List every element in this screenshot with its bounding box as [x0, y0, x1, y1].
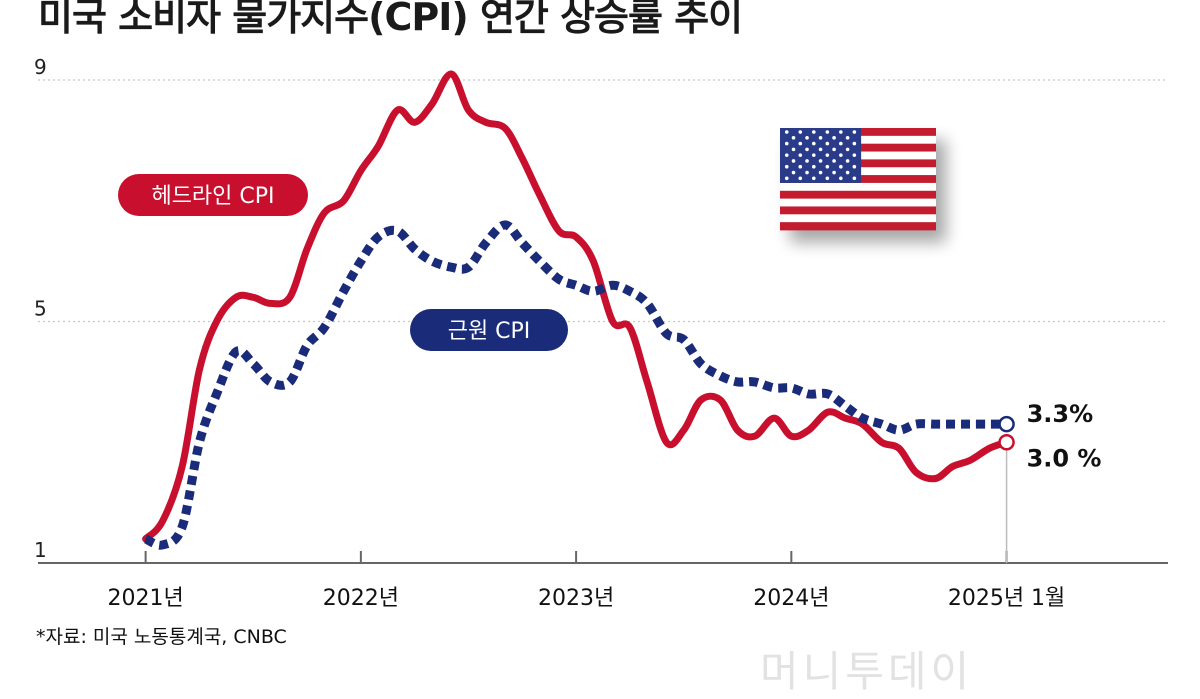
series-line-headline-cpi — [142, 70, 1011, 543]
flag-star — [839, 164, 843, 169]
flag-star — [839, 153, 843, 157]
flag-star — [852, 153, 857, 157]
flag-star — [784, 141, 789, 146]
flag-star — [818, 136, 823, 140]
flag-star — [832, 159, 836, 163]
x-tick-label: 2022년 — [323, 586, 399, 611]
flag-star — [825, 164, 830, 169]
chart-root: 미국 소비자 물가지수(CPI) 연간 상승률 추이 9 5 1 2021년 2022년… — [34, 0, 1168, 696]
flag-star — [791, 136, 796, 140]
flag-star — [812, 141, 816, 146]
end-point-core-cpi — [998, 415, 1015, 433]
flag-star — [805, 147, 809, 152]
flag-star — [818, 147, 823, 152]
x-tick-label: 2021년 — [108, 586, 184, 611]
legend-core-cpi-label: 근원 CPI — [448, 319, 531, 344]
flag-star — [791, 170, 796, 175]
flag-stripe — [780, 182, 936, 192]
end-point-headline-cpi — [998, 434, 1015, 451]
flag-star — [784, 130, 789, 134]
flag-star — [812, 153, 816, 157]
series-layer: 3.0 % 3.3% — [142, 70, 1102, 550]
flag-star — [852, 164, 857, 169]
legend-headline-cpi-label: 헤드라인 CPI — [151, 184, 274, 209]
flag-star — [784, 164, 789, 169]
flag-star — [832, 170, 836, 175]
source-note: *자료: 미국 노동통계국, CNBC — [36, 626, 287, 648]
flag-star — [825, 153, 830, 157]
flag-star — [798, 176, 803, 181]
x-tick-label: 2024년 — [753, 586, 829, 611]
series-line-core-cpi — [143, 220, 1007, 550]
flag-star — [798, 130, 803, 134]
flag-star — [818, 170, 823, 175]
flag-star — [812, 164, 816, 169]
flag-stripe — [780, 206, 936, 215]
flag-star — [825, 130, 830, 134]
flag-star — [805, 170, 809, 175]
flag-star — [832, 136, 836, 140]
y-tick-label: 1 — [34, 538, 47, 562]
legend-headline-cpi-bg — [118, 174, 308, 216]
flag-star — [791, 159, 796, 163]
us-flag-icon — [780, 128, 936, 231]
flag-star — [845, 147, 850, 152]
flag-star — [784, 176, 789, 181]
flag-star — [845, 170, 850, 175]
grid-layer — [38, 79, 1168, 323]
flag-star — [839, 141, 843, 146]
chart-title: 미국 소비자 물가지수(CPI) 연간 상승률 추이 — [38, 0, 743, 39]
end-label-headline-cpi: 3.0 % — [1027, 444, 1102, 472]
flag-stripe — [780, 190, 936, 200]
end-label-core-cpi: 3.3% — [1027, 400, 1094, 428]
chart-svg: 9 5 1 2021년 2022년 2023년 2024년 2025년 1월 3.0 % 3.3… — [34, 55, 1168, 611]
flag-star — [852, 141, 857, 146]
flag-star — [825, 141, 830, 146]
legend-core-cpi: 근원 CPI — [410, 309, 568, 351]
flag-star — [825, 176, 830, 181]
flag-star — [839, 176, 843, 181]
flag-star — [852, 176, 857, 181]
legend-core-cpi-bg — [410, 309, 568, 351]
x-tick-label: 2023년 — [538, 586, 614, 611]
axis-layer: 9 5 1 2021년 2022년 2023년 2024년 2025년 1월 — [34, 55, 1168, 611]
flag-star — [845, 159, 850, 163]
flag-star — [791, 147, 796, 152]
x-tick-label: 2025년 1월 — [948, 586, 1065, 611]
y-tick-label: 5 — [34, 297, 47, 321]
legend-layer: 헤드라인 CPI 근원 CPI — [118, 174, 568, 351]
flag-star — [818, 159, 823, 163]
flag-star — [805, 136, 809, 140]
flag-star — [812, 130, 816, 134]
flag-star — [805, 159, 809, 163]
flag-star — [832, 147, 836, 152]
y-tick-label: 9 — [34, 55, 47, 79]
flag-star — [784, 153, 789, 157]
flag-star — [812, 176, 816, 181]
watermark: 머니투데이 — [760, 647, 974, 696]
flag-stripe — [780, 222, 936, 231]
flag-stripe — [780, 198, 936, 207]
flag-star — [852, 130, 857, 134]
flag-star — [845, 136, 850, 140]
flag-star — [839, 130, 843, 134]
flag-stripe — [780, 214, 936, 223]
flag-star — [798, 141, 803, 146]
legend-headline-cpi: 헤드라인 CPI — [118, 174, 308, 216]
flag-star — [798, 153, 803, 157]
flag-star — [798, 164, 803, 169]
